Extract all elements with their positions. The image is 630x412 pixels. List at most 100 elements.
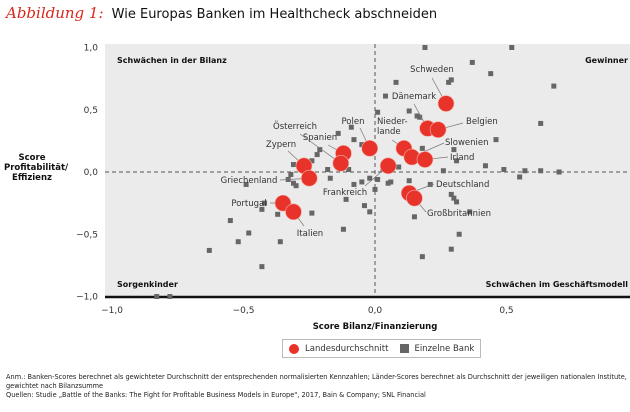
country-label: Dänemark bbox=[392, 92, 436, 102]
x-tick-label: −1,0 bbox=[101, 306, 123, 316]
bank-point bbox=[359, 142, 365, 148]
legend-country: Landesdurchschnitt bbox=[305, 343, 389, 354]
bank-point bbox=[243, 181, 249, 187]
bank-point bbox=[259, 206, 265, 212]
bank-point bbox=[419, 254, 425, 260]
country-marker-icon bbox=[289, 343, 299, 354]
leader-line bbox=[299, 133, 342, 164]
bank-marker-icon bbox=[400, 344, 410, 353]
bank-point bbox=[154, 294, 160, 299]
bank-point bbox=[317, 147, 323, 153]
bank-point bbox=[359, 179, 365, 185]
note-anm: Anm.: Banken-Scores berechnet als gewich… bbox=[6, 373, 627, 390]
bank-point bbox=[456, 231, 462, 237]
bank-point bbox=[346, 167, 352, 173]
figure-title: Abbildung 1: Wie Europas Banken im Healt… bbox=[6, 4, 437, 22]
bank-point bbox=[469, 59, 475, 65]
x-tick-label: 0,0 bbox=[368, 306, 383, 316]
bank-point bbox=[517, 174, 523, 180]
country-label: Zypern bbox=[266, 140, 296, 150]
country-point bbox=[437, 95, 455, 112]
bank-point bbox=[275, 211, 281, 217]
country-point bbox=[379, 157, 397, 175]
country-point bbox=[300, 169, 318, 187]
bank-point bbox=[388, 179, 394, 185]
bank-point bbox=[375, 109, 381, 115]
legend-bank: Einzelne Bank bbox=[414, 343, 475, 354]
bank-point bbox=[419, 145, 425, 151]
country-label: Österreich bbox=[273, 121, 317, 132]
bank-point bbox=[414, 113, 420, 119]
country-point bbox=[429, 121, 447, 138]
bank-point bbox=[454, 158, 460, 164]
bank-point bbox=[348, 124, 354, 130]
bank-point bbox=[367, 209, 373, 215]
x-tick-label: 0,5 bbox=[499, 306, 513, 316]
bank-point bbox=[454, 199, 460, 205]
bank-point bbox=[385, 180, 391, 186]
country-point bbox=[361, 140, 379, 157]
bank-point bbox=[448, 191, 454, 197]
bank-point bbox=[314, 152, 320, 158]
y-tick-label: 1,0 bbox=[84, 44, 99, 54]
bank-point bbox=[206, 247, 212, 253]
bank-point bbox=[501, 167, 507, 173]
bank-point bbox=[467, 209, 473, 215]
bank-point bbox=[446, 79, 452, 85]
bank-point bbox=[422, 45, 428, 50]
bank-point bbox=[351, 137, 357, 143]
country-point bbox=[406, 189, 423, 207]
y-tick-label: −1,0 bbox=[76, 293, 98, 303]
country-label: Frankreich bbox=[323, 188, 367, 198]
quadrant-label-bottom-right: Schwächen im Geschäftsmodell bbox=[486, 280, 629, 289]
bank-point bbox=[440, 168, 446, 174]
bank-point bbox=[488, 71, 494, 77]
plot-area bbox=[105, 44, 630, 297]
bank-point bbox=[259, 264, 265, 270]
bank-point bbox=[451, 147, 457, 153]
bank-point bbox=[167, 294, 173, 299]
bank-point bbox=[406, 108, 412, 114]
bank-point bbox=[327, 175, 333, 181]
bank-point bbox=[335, 130, 341, 136]
x-axis-label: Score Bilanz/Finanzierung bbox=[312, 322, 438, 332]
bank-point bbox=[482, 163, 488, 169]
bank-point bbox=[325, 167, 331, 173]
country-point bbox=[285, 203, 302, 221]
country-label: Großbritannien bbox=[427, 209, 491, 219]
note-sources: Quellen: Studie „Battle of the Banks: Th… bbox=[6, 391, 426, 399]
bank-point bbox=[367, 175, 373, 181]
y-axis-label: Score Profitabilität/ Effizienz bbox=[4, 153, 69, 183]
y-tick-label: 0,5 bbox=[84, 106, 98, 116]
bank-point bbox=[393, 79, 399, 85]
bank-point bbox=[351, 181, 357, 187]
bank-point bbox=[383, 93, 389, 99]
y-tick-label: 0,0 bbox=[84, 168, 99, 178]
country-point bbox=[416, 151, 434, 168]
bank-point bbox=[556, 169, 562, 175]
bank-point bbox=[551, 83, 557, 89]
bank-point bbox=[451, 195, 457, 201]
quadrant-label-bottom-left: Sorgenkinder bbox=[117, 280, 178, 289]
country-point bbox=[332, 154, 350, 172]
country-label: Polen bbox=[341, 117, 364, 127]
bank-point bbox=[309, 210, 315, 216]
bank-point bbox=[427, 181, 433, 187]
bank-point bbox=[340, 226, 346, 232]
bank-point bbox=[288, 171, 294, 177]
bank-point bbox=[522, 168, 528, 174]
bank-point bbox=[448, 77, 454, 83]
country-label: Belgien bbox=[466, 117, 498, 127]
bank-point bbox=[309, 158, 315, 164]
quadrant-label-top-left: Schwächen in der Bilanz bbox=[117, 56, 227, 65]
legend: Landesdurchschnitt Einzelne Bank bbox=[282, 339, 482, 358]
bank-point bbox=[343, 196, 349, 202]
country-label: Spanien bbox=[303, 133, 337, 143]
footnotes: Anm.: Banken-Scores berechnet als gewich… bbox=[6, 373, 630, 400]
bank-point bbox=[538, 120, 544, 126]
bank-point bbox=[262, 200, 268, 206]
bank-point bbox=[290, 180, 296, 186]
country-label: Schweden bbox=[410, 65, 454, 75]
